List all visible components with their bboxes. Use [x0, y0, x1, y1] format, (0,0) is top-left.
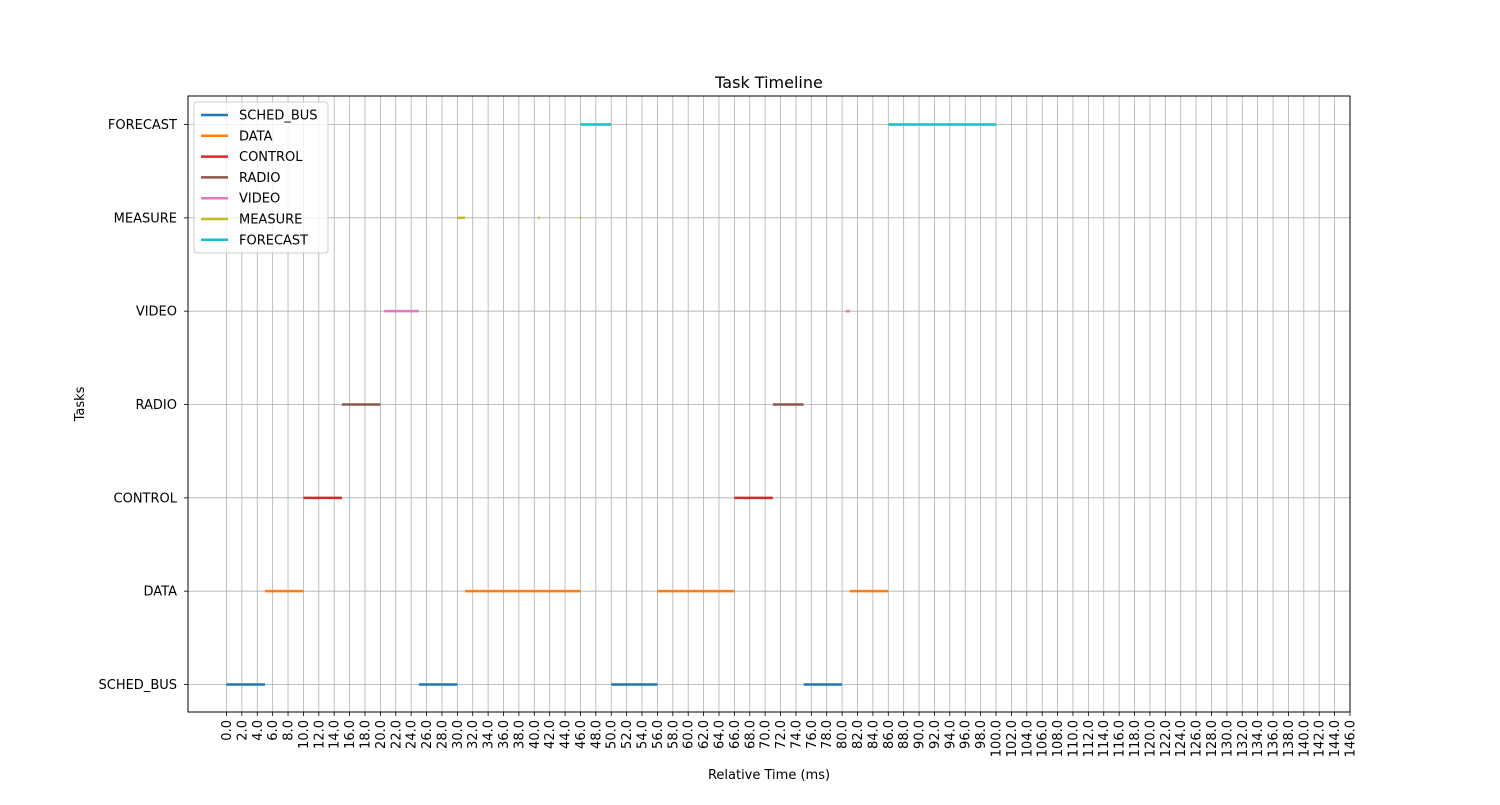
- x-tick-label: 82.0: [851, 720, 866, 749]
- x-tick-label: 100.0: [990, 720, 1005, 757]
- legend-label: VIDEO: [239, 192, 280, 207]
- x-tick-label: 28.0: [435, 720, 450, 749]
- chart-title: Task Timeline: [714, 73, 823, 92]
- x-tick-label: 76.0: [805, 720, 820, 749]
- x-tick-label: 74.0: [789, 720, 804, 749]
- x-tick-label: 24.0: [405, 720, 420, 749]
- x-tick-label: 132.0: [1236, 720, 1251, 757]
- x-tick-label: 136.0: [1267, 720, 1282, 757]
- x-tick-label: 20.0: [374, 720, 389, 749]
- x-tick-label: 36.0: [497, 720, 512, 749]
- x-tick-label: 48.0: [589, 720, 604, 749]
- x-tick-label: 40.0: [528, 720, 543, 749]
- x-tick-label: 70.0: [759, 720, 774, 749]
- legend: SCHED_BUS DATA CONTROL RADIO VIDEO MEASURE FOR…: [193, 101, 329, 254]
- x-tick-label: 0.0: [220, 720, 235, 741]
- legend-label: DATA: [239, 129, 273, 144]
- axes-frame: [187, 95, 1351, 713]
- x-tick-label: 62.0: [697, 720, 712, 749]
- x-tick-label: 92.0: [928, 720, 943, 749]
- legend-label: CONTROL: [239, 150, 303, 165]
- x-tick-label: 138.0: [1282, 720, 1297, 757]
- legend-label: FORECAST: [239, 233, 308, 248]
- x-tick-label: 8.0: [282, 720, 297, 741]
- x-tick-label: 6.0: [266, 720, 281, 741]
- x-tick-label: 144.0: [1328, 720, 1343, 757]
- x-tick-label: 34.0: [482, 720, 497, 749]
- x-tick-label: 50.0: [605, 720, 620, 749]
- x-tick-label: 80.0: [836, 720, 851, 749]
- bars-layer: [226, 123, 997, 686]
- legend-label: MEASURE: [239, 213, 302, 228]
- y-tick-label: DATA: [144, 585, 178, 600]
- x-tick-label: 30.0: [451, 720, 466, 749]
- x-tick-label: 60.0: [682, 720, 697, 749]
- x-tick-label: 66.0: [728, 720, 743, 749]
- x-tick-label: 96.0: [959, 720, 974, 749]
- x-tick-label: 146.0: [1344, 720, 1359, 757]
- x-tick-label: 108.0: [1051, 720, 1066, 757]
- legend-label: RADIO: [239, 171, 280, 186]
- x-tick-label: 84.0: [866, 720, 881, 749]
- x-tick-label: 120.0: [1143, 720, 1158, 757]
- x-tick-label: 46.0: [574, 720, 589, 749]
- x-tick-label: 64.0: [712, 720, 727, 749]
- x-tick-label: 12.0: [312, 720, 327, 749]
- x-tick-label: 14.0: [328, 720, 343, 749]
- x-tick-label: 106.0: [1036, 720, 1051, 757]
- x-tick-label: 126.0: [1190, 720, 1205, 757]
- x-tick-label: 140.0: [1297, 720, 1312, 757]
- legend-label: SCHED_BUS: [239, 109, 318, 124]
- x-tick-label: 16.0: [343, 720, 358, 749]
- x-tick-label: 42.0: [543, 720, 558, 749]
- x-tick-label: 78.0: [820, 720, 835, 749]
- x-tick-label: 98.0: [974, 720, 989, 749]
- x-tick-label: 18.0: [358, 720, 373, 749]
- y-tick-label: RADIO: [136, 398, 177, 413]
- x-tick-label: 26.0: [420, 720, 435, 749]
- x-tick-label: 88.0: [897, 720, 912, 749]
- x-tick-label: 86.0: [882, 720, 897, 749]
- x-tick-label: 142.0: [1313, 720, 1328, 757]
- x-axis-label: Relative Time (ms): [708, 768, 830, 783]
- x-tick-label: 52.0: [620, 720, 635, 749]
- x-tick-label: 102.0: [1005, 720, 1020, 757]
- x-tick-label: 124.0: [1174, 720, 1189, 757]
- y-axis-label: Tasks: [73, 386, 88, 422]
- x-tick-label: 22.0: [389, 720, 404, 749]
- x-tick-label: 38.0: [512, 720, 527, 749]
- x-tick-label: 90.0: [913, 720, 928, 749]
- x-tick-label: 118.0: [1128, 720, 1143, 757]
- ticks-layer: 0.0 2.0 4.0 6.0 8.0 10.0 12.0 14.0 16.0 18.0 20.0 2…: [98, 118, 1358, 757]
- x-tick-label: 72.0: [774, 720, 789, 749]
- x-tick-label: 10.0: [297, 720, 312, 749]
- x-tick-label: 44.0: [559, 720, 574, 749]
- y-tick-label: SCHED_BUS: [98, 678, 177, 693]
- x-tick-label: 130.0: [1220, 720, 1235, 757]
- y-tick-label: MEASURE: [114, 211, 177, 226]
- x-tick-label: 114.0: [1097, 720, 1112, 757]
- x-tick-label: 116.0: [1113, 720, 1128, 757]
- x-tick-label: 134.0: [1251, 720, 1266, 757]
- x-tick-label: 68.0: [743, 720, 758, 749]
- x-tick-label: 54.0: [636, 720, 651, 749]
- x-tick-label: 94.0: [943, 720, 958, 749]
- x-tick-label: 4.0: [251, 720, 266, 741]
- y-tick-label: FORECAST: [108, 118, 177, 133]
- x-tick-label: 122.0: [1159, 720, 1174, 757]
- y-tick-label: VIDEO: [136, 305, 177, 320]
- x-tick-label: 56.0: [651, 720, 666, 749]
- x-tick-label: 112.0: [1082, 720, 1097, 757]
- x-tick-label: 58.0: [666, 720, 681, 749]
- y-tick-label: CONTROL: [114, 491, 178, 506]
- x-tick-label: 2.0: [235, 720, 250, 741]
- legend-box: [193, 101, 329, 254]
- x-tick-label: 104.0: [1020, 720, 1035, 757]
- x-tick-label: 110.0: [1066, 720, 1081, 757]
- x-tick-label: 128.0: [1205, 720, 1220, 757]
- x-tick-label: 32.0: [466, 720, 481, 749]
